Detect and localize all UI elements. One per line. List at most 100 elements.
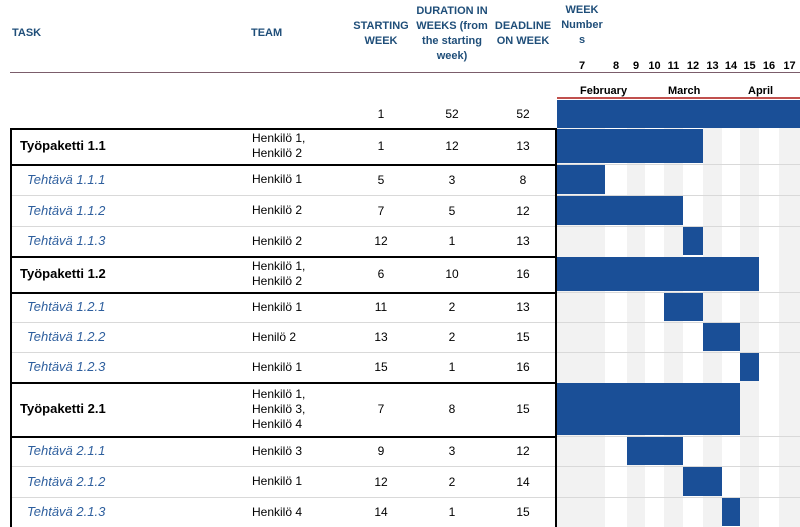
row-divider (10, 497, 800, 498)
team-member: Henkilö 1 (252, 474, 303, 488)
start-week: 12 (374, 234, 388, 248)
work-package-label: Työpaketti 2.1 (20, 401, 106, 416)
package-header-divider (10, 436, 557, 438)
gantt-bar (557, 165, 605, 194)
task-label: Tehtävä 2.1.3 (27, 504, 106, 519)
duration-weeks: 5 (448, 203, 456, 218)
duration-weeks: 8 (448, 402, 456, 416)
team-member: Henkilö 3, (252, 401, 306, 416)
gantt-bar (683, 227, 703, 255)
week-number: 10 (648, 60, 661, 72)
week-number: 11 (667, 60, 680, 72)
week-number: 16 (762, 60, 776, 72)
start-week: 7 (377, 203, 385, 218)
start-week: 9 (377, 444, 385, 458)
deadline-week: 13 (516, 139, 530, 153)
gantt-bar (557, 257, 759, 291)
gantt-column-shade (740, 128, 759, 527)
package-top-border (10, 256, 557, 258)
header-divider (10, 72, 800, 73)
duration-weeks: 10 (445, 267, 459, 281)
summary-gantt-bar (557, 100, 800, 128)
team-cell: Henkilö 1, Henkilö 2 (252, 259, 305, 289)
task-label: Tehtävä 1.1.3 (27, 233, 106, 248)
package-top-border (10, 128, 557, 130)
timeline-accent-line (557, 97, 800, 99)
gantt-column-shade (557, 128, 605, 527)
month-march: March (668, 85, 701, 97)
row-divider (10, 352, 800, 353)
package-header-divider (10, 164, 557, 166)
deadline-week: 12 (516, 444, 530, 458)
team-member: Henkilö 1 (252, 172, 303, 186)
start-week: 12 (374, 474, 388, 489)
gantt-column-shade (779, 128, 800, 527)
duration-weeks: 3 (448, 444, 456, 458)
task-label: Tehtävä 1.1.2 (27, 202, 106, 218)
header-deadline: DEADLINE ON WEEK (494, 20, 552, 47)
deadline-week: 16 (516, 360, 530, 374)
package-header-divider (10, 292, 557, 294)
team-cell: Henilö 2 (252, 330, 296, 345)
row-divider (10, 195, 800, 196)
header-task: TASK (12, 27, 42, 39)
work-package-label: Työpaketti 1.1 (20, 138, 106, 153)
gantt-bar (703, 323, 740, 351)
team-cell: Henkilö 1 (252, 360, 302, 375)
package-left-border (10, 256, 12, 382)
week-number: 14 (724, 60, 738, 72)
team-cell: Henkilö 2 (252, 234, 302, 249)
deadline-week: 12 (516, 203, 530, 218)
task-label: Tehtävä 1.2.2 (27, 329, 106, 344)
week-number: 9 (632, 60, 640, 72)
gantt-bar (627, 437, 683, 465)
week-number: 13 (706, 60, 719, 72)
task-label: Tehtävä 1.1.1 (27, 171, 106, 187)
team-member: Henkilö 4 (252, 416, 303, 431)
deadline-week: 14 (516, 474, 530, 489)
deadline-week: 15 (516, 402, 530, 416)
week-number: 17 (783, 60, 796, 72)
summary-duration: 52 (445, 107, 459, 121)
gantt-bar (722, 498, 740, 526)
summary-start: 1 (377, 107, 385, 121)
start-week: 6 (377, 267, 385, 281)
team-member: Henkilö 1 (252, 299, 303, 314)
deadline-week: 8 (519, 172, 527, 187)
team-member: Henkilö 2 (252, 146, 303, 160)
gantt-bar (740, 353, 759, 381)
duration-weeks: 2 (448, 300, 456, 314)
gantt-bar (557, 196, 683, 225)
header-starting-week: STARTING WEEK (353, 20, 409, 47)
team-cell: Henkilö 1 (252, 474, 302, 489)
header-week-numbers: WEEK Number s (561, 4, 603, 46)
gantt-bar (557, 129, 703, 163)
package-right-border (555, 128, 557, 256)
row-divider (10, 466, 800, 467)
deadline-week: 16 (516, 267, 530, 281)
team-cell: Henkilö 1, Henkilö 2 (252, 131, 305, 161)
duration-weeks: 1 (448, 505, 456, 519)
week-number: 15 (743, 60, 756, 72)
team-cell: Henkilö 2 (252, 203, 302, 218)
deadline-week: 15 (516, 505, 530, 519)
team-cell: Henkilö 1 (252, 172, 302, 187)
gantt-bar (557, 383, 740, 435)
duration-weeks: 12 (445, 139, 459, 153)
duration-weeks: 3 (448, 172, 456, 187)
team-cell: Henkilö 3 (252, 444, 302, 459)
start-week: 15 (374, 360, 388, 374)
row-divider (10, 322, 800, 323)
start-week: 14 (374, 505, 388, 519)
package-left-border (10, 128, 12, 256)
start-week: 1 (377, 139, 385, 153)
summary-deadline: 52 (516, 107, 530, 121)
team-member: Henkilö 2 (252, 274, 303, 288)
team-member: Henkilö 4 (252, 504, 303, 519)
gantt-bar (664, 293, 703, 321)
team-cell: Henkilö 1 (252, 300, 302, 315)
gantt-column-shade (664, 128, 683, 527)
header-duration: DURATION IN WEEKS (from the starting wee… (416, 5, 488, 62)
team-member: Henkilö 2 (252, 203, 303, 217)
package-left-border (10, 382, 12, 527)
